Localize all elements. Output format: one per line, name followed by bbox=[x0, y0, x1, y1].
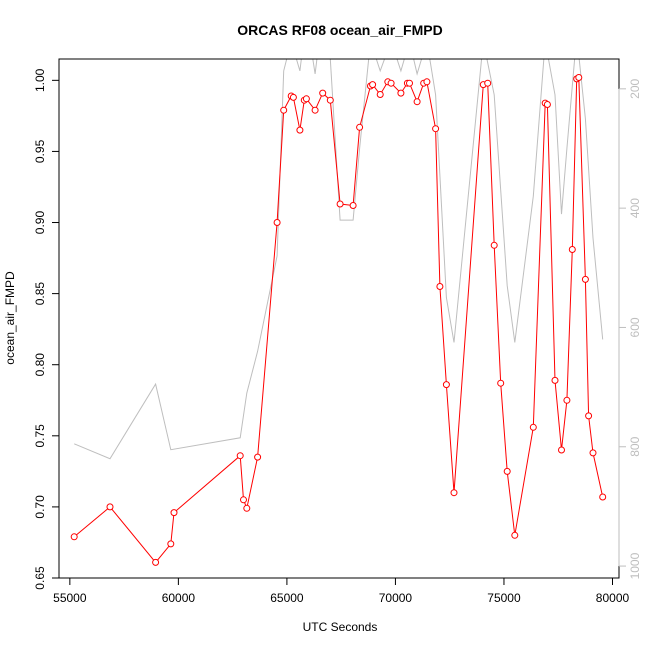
data-point bbox=[503, 467, 511, 475]
data-point bbox=[450, 489, 458, 497]
x-axis-title: UTC Seconds bbox=[303, 620, 378, 634]
data-point bbox=[529, 423, 537, 431]
data-point bbox=[442, 381, 450, 389]
data-point bbox=[167, 540, 175, 548]
series-line-left bbox=[73, 76, 604, 564]
y-tick-label: 0.75 bbox=[33, 424, 47, 448]
data-point bbox=[319, 89, 327, 97]
data-point bbox=[413, 98, 421, 106]
data-point bbox=[302, 95, 310, 103]
data-point bbox=[349, 202, 357, 209]
x-tick-label: 65000 bbox=[270, 591, 304, 605]
y-tick-label: 0.85 bbox=[33, 282, 47, 306]
data-point bbox=[589, 449, 597, 457]
data-point bbox=[558, 446, 565, 454]
data-point bbox=[106, 503, 114, 511]
y2-tick-label: 800 bbox=[628, 436, 642, 456]
data-point bbox=[273, 219, 281, 226]
x-tick-label: 75000 bbox=[487, 591, 521, 605]
y-axis-left: 0.65 0.70 0.75 0.80 0.85 0.90 0.95 1.00 bbox=[33, 68, 60, 590]
data-point bbox=[543, 101, 551, 108]
y2-tick-label: 200 bbox=[628, 78, 642, 98]
data-point bbox=[296, 126, 304, 134]
data-point bbox=[376, 91, 384, 98]
y-tick-label: 0.90 bbox=[33, 211, 47, 235]
data-point bbox=[551, 376, 559, 384]
y-tick-label: 0.70 bbox=[33, 495, 47, 519]
data-point bbox=[406, 79, 413, 87]
data-point bbox=[280, 106, 288, 114]
data-point bbox=[585, 412, 593, 420]
data-point bbox=[568, 246, 576, 253]
x-tick-label: 60000 bbox=[162, 591, 196, 605]
x-tick-label: 55000 bbox=[53, 591, 87, 605]
y2-tick-label: 1000 bbox=[628, 552, 642, 579]
data-point bbox=[563, 396, 571, 404]
data-point bbox=[336, 200, 344, 208]
y-axis-title: ocean_air_FMPD bbox=[3, 271, 17, 365]
data-point bbox=[575, 74, 583, 81]
data-point bbox=[356, 123, 364, 131]
data-point bbox=[511, 531, 519, 539]
data-point bbox=[490, 241, 498, 249]
data-point bbox=[423, 78, 431, 86]
data-point bbox=[70, 533, 78, 541]
data-point bbox=[387, 79, 395, 87]
data-point bbox=[397, 89, 405, 97]
data-point bbox=[497, 379, 505, 387]
data-point bbox=[236, 452, 244, 460]
data-point bbox=[484, 79, 492, 87]
data-point bbox=[243, 504, 251, 512]
x-axis: 55000 60000 65000 70000 75000 80000 bbox=[53, 577, 630, 605]
y-tick-label: 1.00 bbox=[33, 68, 47, 92]
data-point bbox=[326, 96, 334, 104]
y-tick-label: 0.80 bbox=[33, 353, 47, 377]
data-point bbox=[170, 509, 178, 517]
y-tick-label: 0.95 bbox=[33, 139, 47, 163]
data-point bbox=[432, 125, 440, 133]
data-point bbox=[311, 106, 319, 114]
data-point bbox=[289, 93, 297, 101]
data-point bbox=[152, 558, 160, 566]
y2-tick-label: 600 bbox=[628, 317, 642, 337]
y2-tick-label: 400 bbox=[628, 198, 642, 218]
data-point bbox=[240, 496, 247, 504]
y-axis-right: 200 400 600 800 1000 bbox=[618, 78, 642, 579]
chart-title: ORCAS RF08 ocean_air_FMPD bbox=[237, 22, 442, 38]
data-point bbox=[599, 493, 607, 501]
y-tick-label: 0.65 bbox=[33, 566, 47, 590]
data-point bbox=[254, 453, 262, 461]
x-tick-label: 80000 bbox=[596, 591, 630, 605]
plot-area bbox=[70, 59, 607, 566]
x-tick-label: 70000 bbox=[379, 591, 413, 605]
data-point bbox=[581, 275, 589, 283]
data-point bbox=[436, 283, 444, 290]
series-line-right bbox=[74, 59, 604, 460]
plot-frame bbox=[58, 58, 620, 579]
data-point bbox=[369, 81, 377, 89]
